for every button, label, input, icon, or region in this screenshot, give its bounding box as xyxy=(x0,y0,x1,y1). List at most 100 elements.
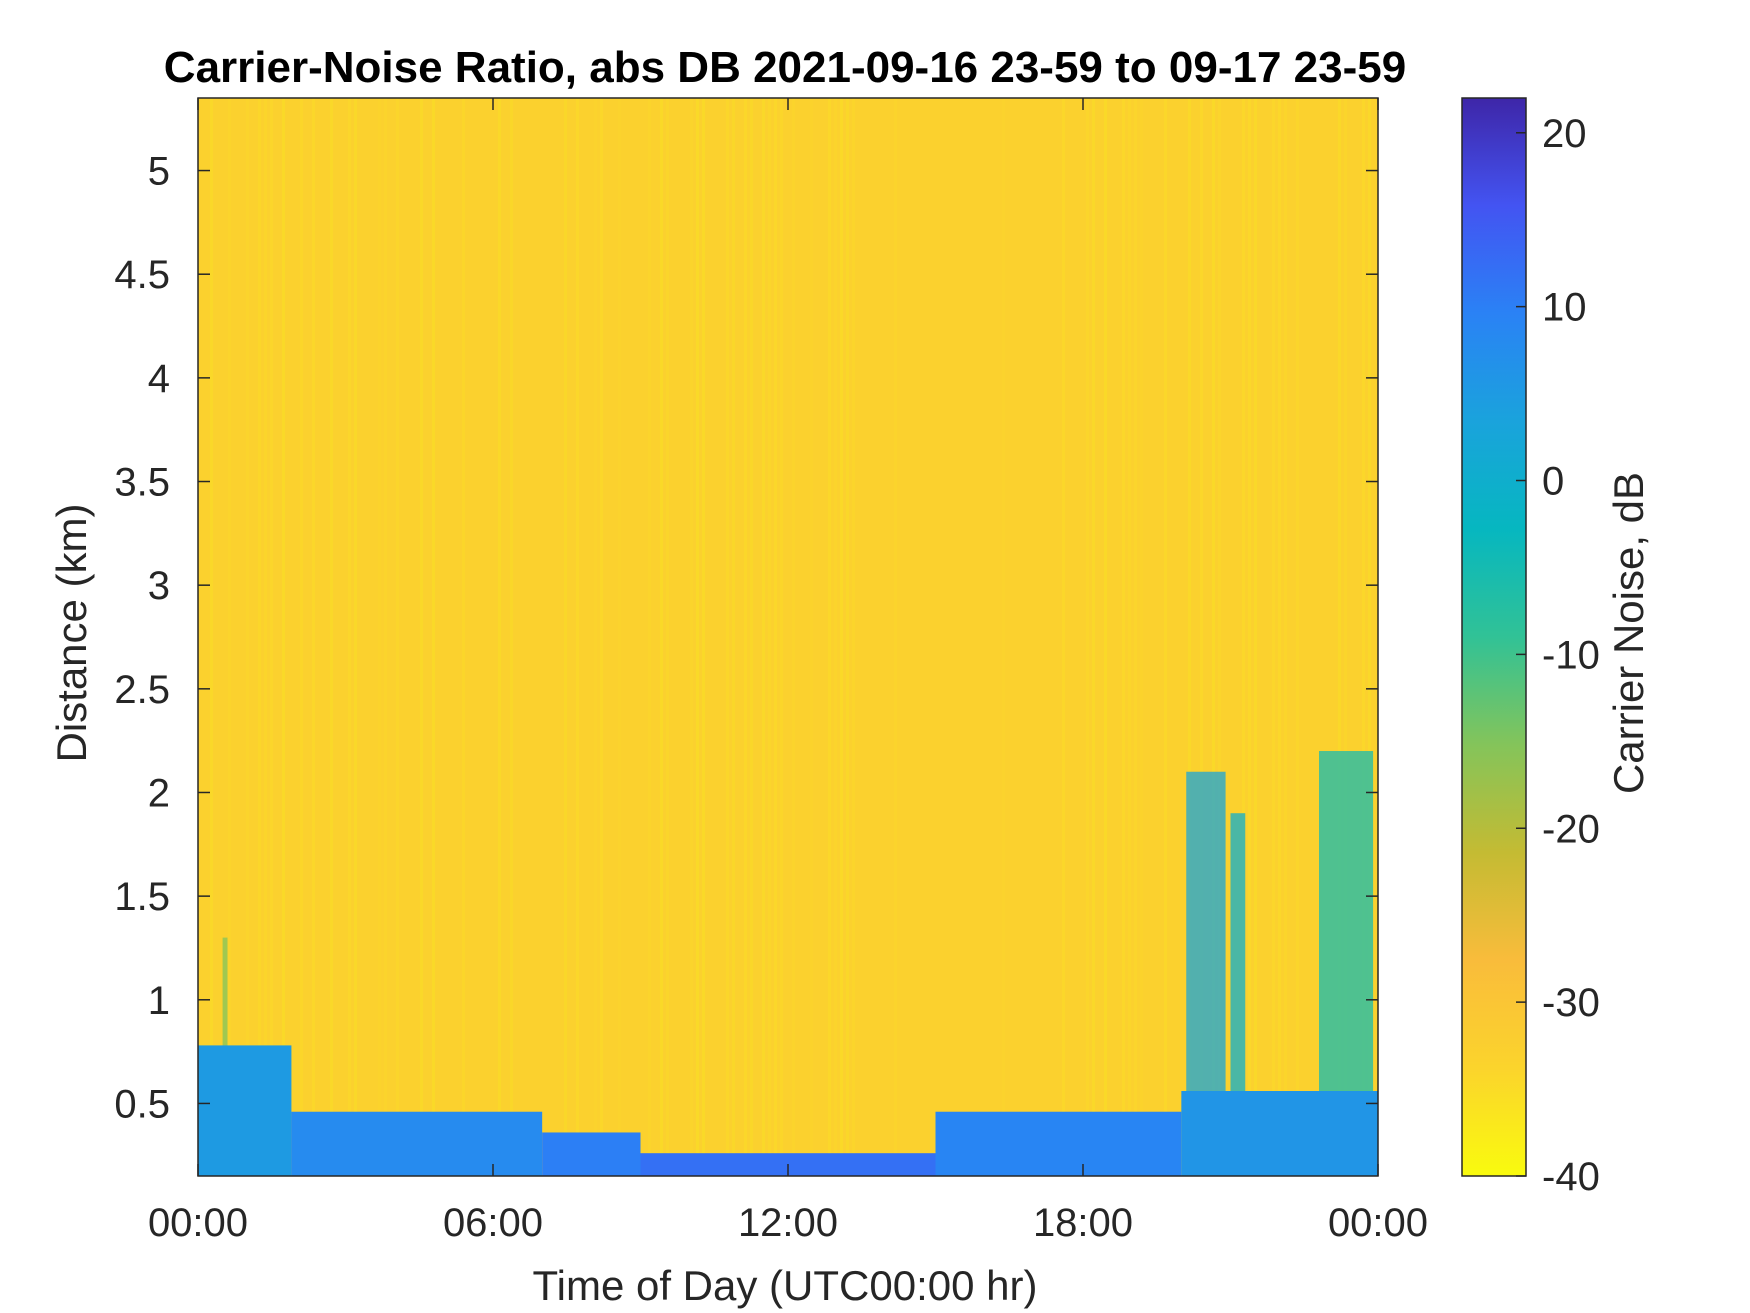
heatmap-texture-stripe xyxy=(594,98,597,1176)
heatmap-texture-stripe xyxy=(768,98,771,1176)
colorbar-tick-label: -40 xyxy=(1542,1155,1600,1199)
heatmap-texture-stripe xyxy=(894,98,897,1176)
x-axis-ticks: 00:00 06:00 12:00 18:00 00:00 xyxy=(148,98,1428,1245)
heatmap-texture-stripe xyxy=(1248,98,1251,1176)
colorbar-gradient xyxy=(1461,97,1527,1177)
heatmap-texture-stripe xyxy=(690,98,693,1176)
heatmap-texture-stripe xyxy=(462,98,465,1176)
heatmap-texture-stripe xyxy=(1212,98,1215,1176)
y-tick-label: 4.5 xyxy=(114,253,170,297)
heatmap-texture-stripe xyxy=(1284,98,1287,1176)
heatmap-texture-stripe xyxy=(420,98,423,1176)
heatmap-texture-stripe xyxy=(810,98,813,1176)
heatmap-plot-area xyxy=(198,98,1378,1176)
y-tick-label: 2 xyxy=(148,771,170,815)
colorbar-tick-label: -20 xyxy=(1542,807,1600,851)
heatmap-texture-stripe xyxy=(1296,98,1299,1176)
heatmap-texture-stripe xyxy=(354,98,357,1176)
heatmap-texture-stripe xyxy=(618,98,621,1176)
heatmap-texture-stripe xyxy=(780,98,783,1176)
y-tick-label: 3.5 xyxy=(114,461,170,505)
heatmap-texture-stripe xyxy=(702,98,705,1176)
heatmap-texture-stripe xyxy=(300,98,303,1176)
heatmap-texture-stripe xyxy=(246,98,249,1176)
y-tick-label: 3 xyxy=(148,564,170,608)
heatmap-texture-stripe xyxy=(498,98,501,1176)
heatmap-texture-stripe xyxy=(1368,98,1371,1176)
colorbar xyxy=(1461,97,1527,1177)
y-tick-label: 5 xyxy=(148,150,170,194)
heatmap-plume xyxy=(1230,813,1246,1176)
x-tick-label: 18:00 xyxy=(1033,1201,1133,1245)
heatmap-texture-stripe xyxy=(696,98,699,1176)
heatmap-texture-stripe xyxy=(1200,98,1203,1176)
heatmap-texture-stripe xyxy=(1188,98,1191,1176)
x-tick-label: 00:00 xyxy=(148,1201,248,1245)
x-tick-label: 06:00 xyxy=(443,1201,543,1245)
heatmap-texture-stripe xyxy=(1140,98,1143,1176)
heatmap-layer xyxy=(935,1111,1182,1176)
y-tick-label: 1.5 xyxy=(114,875,170,919)
heatmap-texture-stripe xyxy=(648,98,651,1176)
heatmap-texture-stripe xyxy=(1344,98,1347,1176)
heatmap-texture-stripe xyxy=(660,98,663,1176)
heatmap-texture-stripe xyxy=(834,98,837,1176)
colorbar-ticks: 20 10 0 -10 -20 -30 -40 xyxy=(1516,112,1600,1199)
heatmap-texture-stripe xyxy=(384,98,387,1176)
y-tick-label: 1 xyxy=(148,979,170,1023)
colorbar-tick-label: -10 xyxy=(1542,633,1600,677)
x-axis-label: Time of Day (UTC00:00 hr) xyxy=(533,1262,1038,1309)
heatmap-texture-stripe xyxy=(1104,98,1107,1176)
heatmap-texture-stripe xyxy=(1242,98,1245,1176)
heatmap-texture-stripe xyxy=(774,98,777,1176)
heatmap-texture-stripe xyxy=(1086,98,1089,1176)
heatmap-texture-stripe xyxy=(1338,98,1341,1176)
heatmap-texture-stripe xyxy=(1092,98,1095,1176)
y-tick-label: 0.5 xyxy=(114,1082,170,1126)
colorbar-tick-label: 0 xyxy=(1542,460,1564,504)
heatmap-texture-stripe xyxy=(312,98,315,1176)
heatmap-texture-stripe xyxy=(1134,98,1137,1176)
heatmap-layer xyxy=(198,1045,292,1176)
y-tick-label: 2.5 xyxy=(114,668,170,712)
heatmap-texture-stripe xyxy=(840,98,843,1176)
heatmap-texture-stripe xyxy=(264,98,267,1176)
heatmap-layer xyxy=(291,1111,543,1176)
heatmap-background xyxy=(198,98,1378,1176)
heatmap-texture-stripe xyxy=(1272,98,1275,1176)
heatmap-texture-stripe xyxy=(846,98,849,1176)
heatmap-texture-stripe xyxy=(1254,98,1257,1176)
heatmap-texture-stripe xyxy=(750,98,753,1176)
heatmap-texture-stripe xyxy=(378,98,381,1176)
heatmap-texture-stripe xyxy=(396,98,399,1176)
heatmap-texture-stripe xyxy=(792,98,795,1176)
heatmap-texture-stripe xyxy=(564,98,567,1176)
heatmap-texture-stripe xyxy=(828,98,831,1176)
x-tick-label: 12:00 xyxy=(738,1201,838,1245)
heatmap-texture-stripe xyxy=(666,98,669,1176)
colorbar-tick-label: 10 xyxy=(1542,286,1587,330)
colorbar-tick-label: -30 xyxy=(1542,981,1600,1025)
y-axis-label: Distance (km) xyxy=(48,503,95,762)
heatmap-texture-stripe xyxy=(348,98,351,1176)
heatmap-texture-stripe xyxy=(726,98,729,1176)
chart-title: Carrier-Noise Ratio, abs DB 2021-09-16 2… xyxy=(164,43,1406,92)
heatmap-texture-stripe xyxy=(1362,98,1365,1176)
heatmap-texture-stripe xyxy=(1164,98,1167,1176)
heatmap-texture-stripe xyxy=(510,98,513,1176)
heatmap-texture-stripe xyxy=(228,98,231,1176)
heatmap-texture-stripe xyxy=(852,98,855,1176)
heatmap-texture-stripe xyxy=(1278,98,1281,1176)
heatmap-texture-stripe xyxy=(1218,98,1221,1176)
heatmap-texture-stripe xyxy=(330,98,333,1176)
heatmap-texture-stripe xyxy=(732,98,735,1176)
heatmap-texture-stripe xyxy=(762,98,765,1176)
x-tick-label: 00:00 xyxy=(1328,1201,1428,1245)
colorbar-label: Carrier Noise, dB xyxy=(1605,472,1652,794)
heatmap-texture-stripe xyxy=(600,98,603,1176)
heatmap-texture-stripe xyxy=(1122,98,1125,1176)
heatmap-texture-stripe xyxy=(258,98,261,1176)
heatmap-texture-stripe xyxy=(1062,98,1065,1176)
heatmap-texture-stripe xyxy=(744,98,747,1176)
